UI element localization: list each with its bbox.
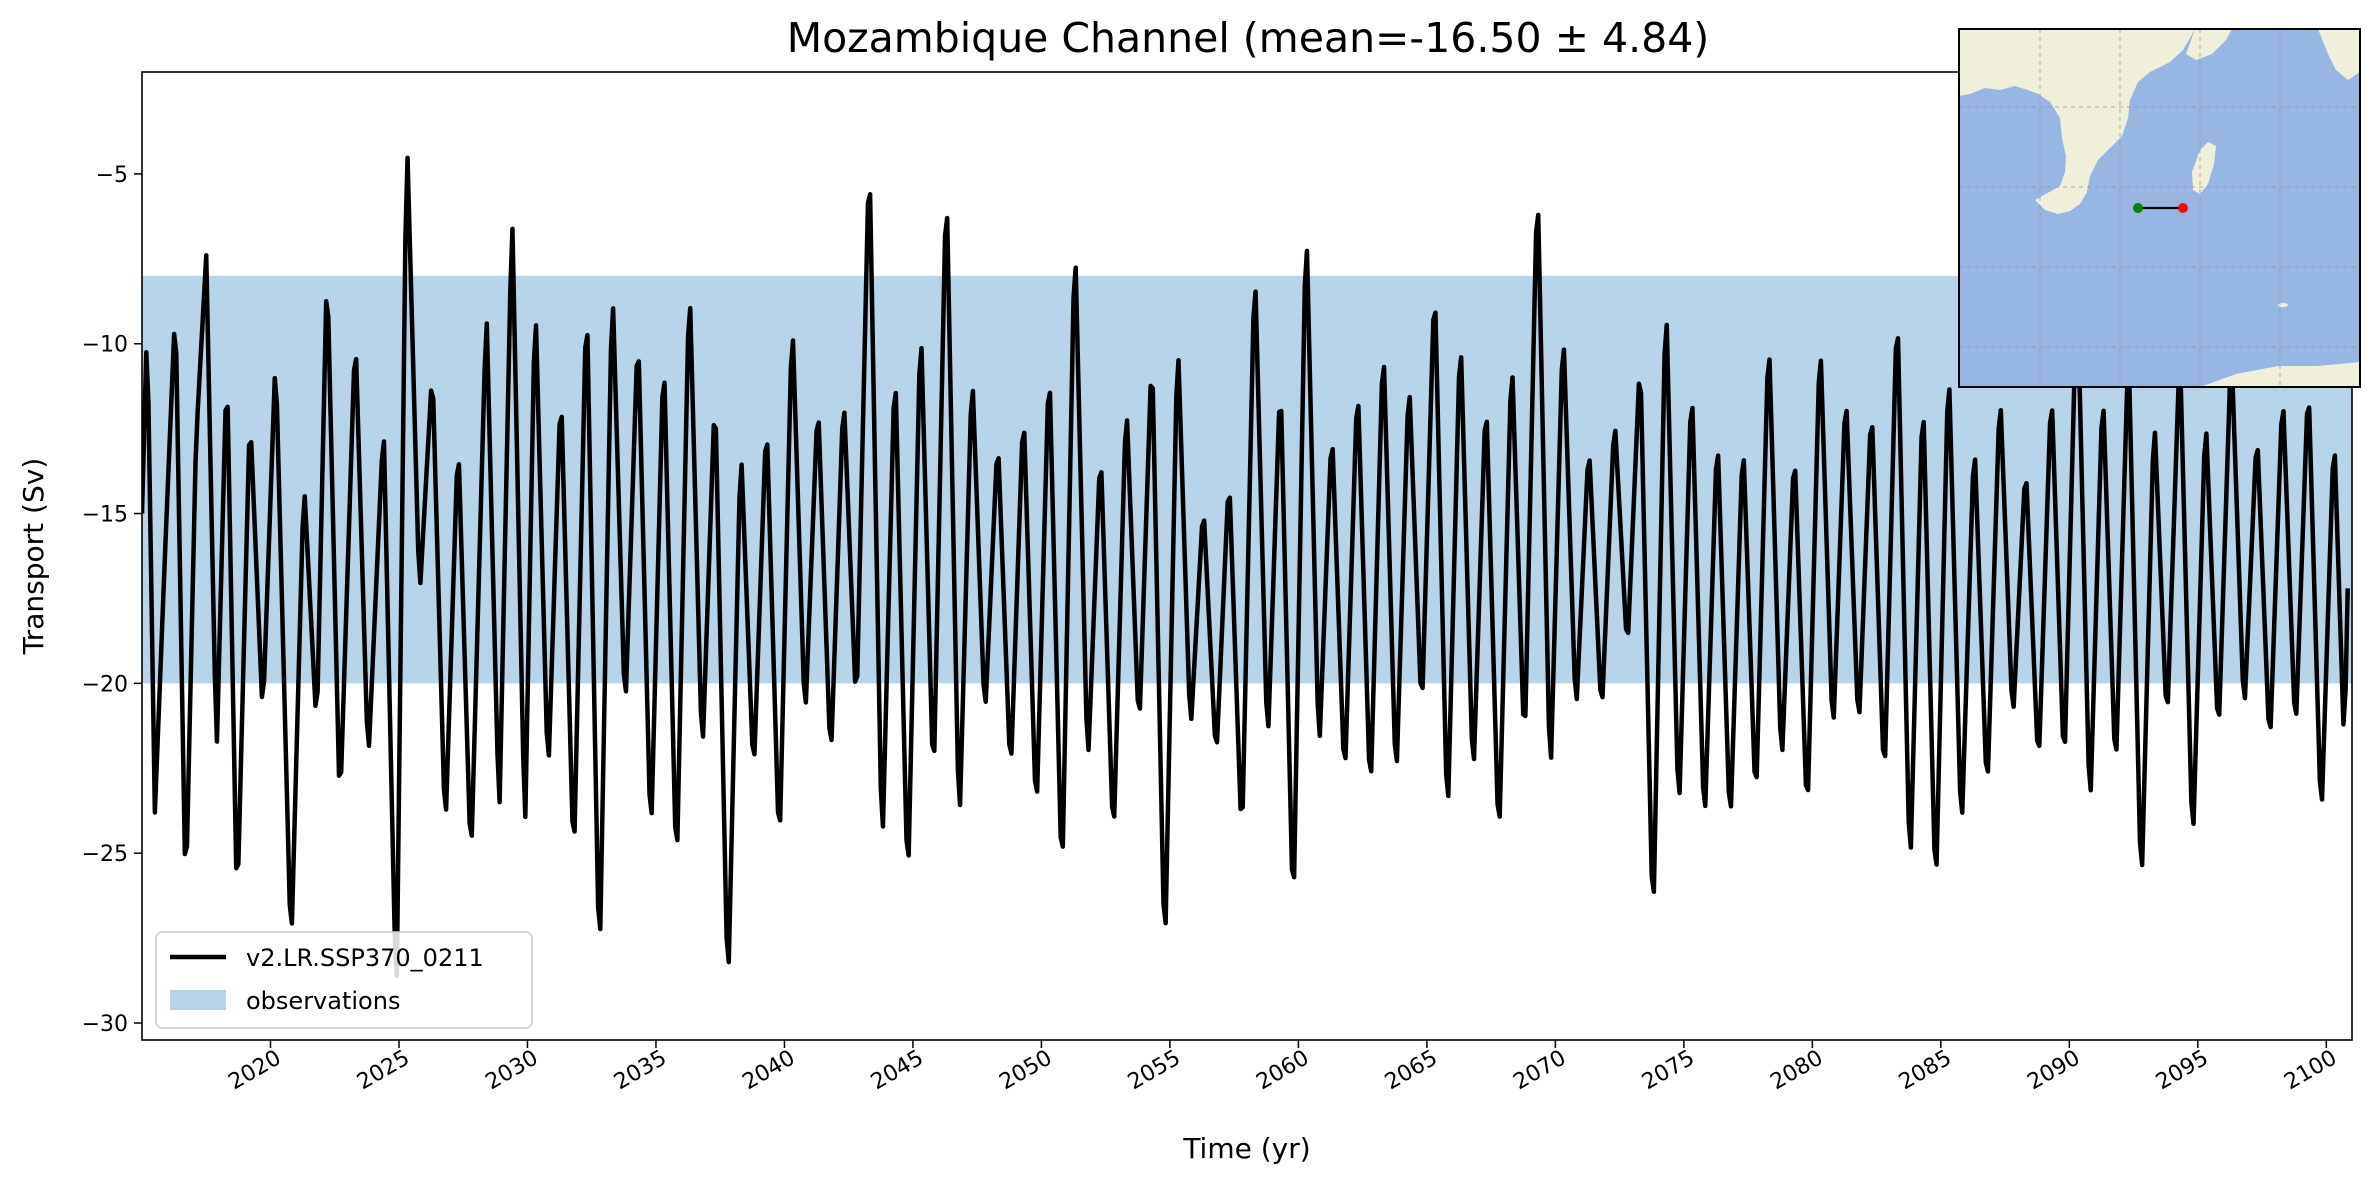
inset-map-madagascar [2192,142,2216,194]
y-tick-label-30: −30 [82,1012,128,1037]
inset-map-section-start [2133,203,2143,213]
inset-map-africa [1959,29,2195,214]
inset-map-frame [1958,28,2361,388]
y-tick-label-25: −25 [82,842,128,867]
y-tick-label-5: −5 [96,163,128,188]
y-axis: −30 −25 −20 −15 −10 −5 [82,163,142,1037]
chart-title: Mozambique Channel (mean=-16.50 ± 4.84) [787,14,1710,62]
inset-map-asia [2318,29,2360,80]
legend-swatch-observations [170,990,226,1010]
inset-map-section-end [2178,203,2188,213]
inset-map-gridlines [1959,29,2360,387]
legend-label-observations: observations [246,987,400,1015]
legend-label-series: v2.LR.SSP370_0211 [246,944,484,972]
x-axis-title: Time (yr) [1182,1132,1310,1165]
inset-map [1958,28,2361,388]
y-tick-label-15: −15 [82,503,128,528]
y-axis-title: Transport (Sv) [17,458,50,655]
inset-map-arabia [2186,29,2232,60]
plot-frame [141,71,2353,1041]
series-line-v2-lr-ssp370-0211 [142,155,2350,979]
y-tick-label-10: −10 [82,333,128,358]
legend: v2.LR.SSP370_0211 observations [155,931,533,1029]
y-tick-label-20: −20 [82,672,128,697]
legend-box [155,931,533,1029]
